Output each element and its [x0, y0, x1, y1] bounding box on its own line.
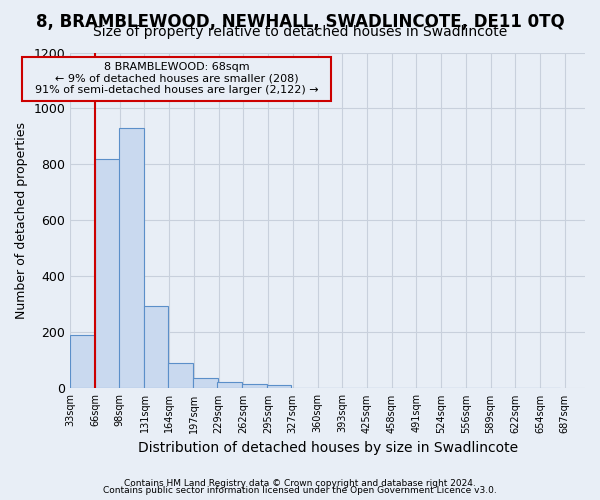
Bar [217, 382, 242, 388]
Bar [266, 385, 292, 388]
Bar [193, 378, 218, 388]
X-axis label: Distribution of detached houses by size in Swadlincote: Distribution of detached houses by size … [137, 441, 518, 455]
Bar [119, 128, 144, 388]
Bar [95, 159, 120, 388]
Bar [242, 384, 266, 388]
Bar [70, 335, 95, 388]
Bar [144, 306, 169, 388]
Text: 8 BRAMBLEWOOD: 68sqm  
  ← 9% of detached houses are smaller (208)  
  91% of se: 8 BRAMBLEWOOD: 68sqm ← 9% of detached ho… [28, 62, 325, 96]
Text: 8, BRAMBLEWOOD, NEWHALL, SWADLINCOTE, DE11 0TQ: 8, BRAMBLEWOOD, NEWHALL, SWADLINCOTE, DE… [35, 12, 565, 30]
Text: Contains public sector information licensed under the Open Government Licence v3: Contains public sector information licen… [103, 486, 497, 495]
Text: Contains HM Land Registry data © Crown copyright and database right 2024.: Contains HM Land Registry data © Crown c… [124, 478, 476, 488]
Text: Size of property relative to detached houses in Swadlincote: Size of property relative to detached ho… [93, 25, 507, 39]
Bar [169, 363, 193, 388]
Y-axis label: Number of detached properties: Number of detached properties [15, 122, 28, 319]
